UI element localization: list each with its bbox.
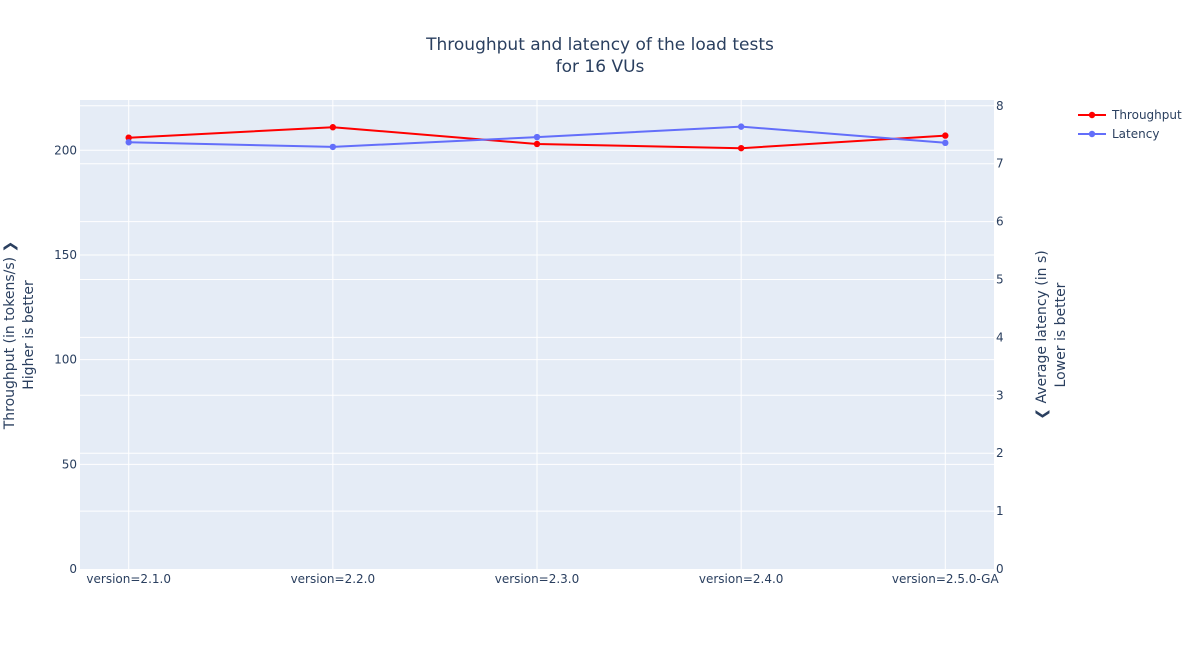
right-axis-title: ❮ Average latency (in s): [1034, 250, 1050, 419]
right-tick-label: 4: [996, 330, 1004, 344]
right-tick-label: 6: [996, 215, 1004, 229]
series-layer: [125, 123, 949, 152]
right-tick-label: 8: [996, 99, 1004, 113]
left-axis-ticks: 0 50 100 150 200: [54, 143, 77, 576]
x-tick-label: version=2.2.0: [291, 572, 376, 586]
right-tick-label: 3: [996, 388, 1004, 402]
right-tick-label: 2: [996, 446, 1004, 460]
right-tick-label: 5: [996, 272, 1004, 286]
legend-label: Latency: [1112, 127, 1159, 141]
right-tick-label: 7: [996, 157, 1004, 171]
legend-marker-swatch: [1088, 130, 1096, 138]
left-tick-label: 200: [54, 143, 77, 157]
legend-item-throughput[interactable]: Throughput: [1078, 108, 1182, 122]
legend-item-latency[interactable]: Latency: [1078, 127, 1159, 141]
throughput-point[interactable]: [329, 124, 337, 131]
throughput-point[interactable]: [125, 134, 132, 141]
right-tick-label: 0: [996, 562, 1004, 576]
latency-point[interactable]: [942, 139, 949, 147]
chart-subtitle: for 16 VUs: [556, 57, 645, 77]
chart-title: Throughput and latency of the load tests: [425, 35, 774, 55]
left-tick-label: 0: [69, 562, 77, 576]
x-tick-label: version=2.3.0: [495, 572, 580, 586]
x-tick-label: version=2.1.0: [86, 572, 171, 586]
latency-point[interactable]: [737, 123, 745, 130]
x-gridlines: [128, 100, 946, 569]
left-tick-label: 150: [54, 248, 77, 262]
right-tick-label: 1: [996, 504, 1004, 518]
left-axis-title: Throughput (in tokens/s) ❯: [2, 241, 18, 431]
latency-point[interactable]: [329, 143, 337, 151]
throughput-point[interactable]: [533, 140, 541, 148]
legend[interactable]: Throughput Latency: [1078, 108, 1182, 141]
right-axis-title-group: ❮ Average latency (in s) Lower is better: [1034, 250, 1069, 419]
throughput-point[interactable]: [942, 132, 949, 139]
left-tick-label: 100: [54, 353, 77, 367]
left-tick-label: 50: [62, 457, 77, 471]
throughput-point[interactable]: [737, 144, 745, 152]
x-tick-label: version=2.5.0-GA: [892, 572, 1000, 586]
latency-point[interactable]: [125, 139, 132, 146]
legend-label: Throughput: [1111, 108, 1182, 122]
latency-point[interactable]: [533, 133, 541, 141]
left-axis-subtitle: Higher is better: [21, 280, 37, 390]
right-axis-subtitle: Lower is better: [1053, 282, 1069, 387]
right-axis-ticks: 0 1 2 3 4 5 6 7 8: [996, 99, 1004, 576]
left-axis-title-group: Throughput (in tokens/s) ❯ Higher is bet…: [2, 241, 37, 431]
x-axis-ticks: version=2.1.0 version=2.2.0 version=2.3.0 v…: [86, 572, 999, 586]
legend-marker-swatch: [1088, 111, 1096, 119]
x-tick-label: version=2.4.0: [699, 572, 784, 586]
